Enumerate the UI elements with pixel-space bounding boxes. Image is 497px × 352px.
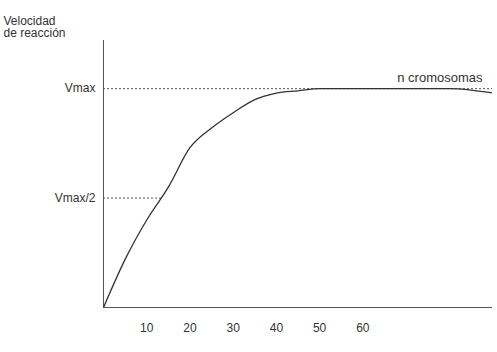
svg-text:Velocidadde reacción: Velocidadde reacción <box>4 14 66 40</box>
svg-text:20: 20 <box>183 321 197 335</box>
svg-text:10: 10 <box>140 321 154 335</box>
svg-text:60: 60 <box>356 321 370 335</box>
svg-text:50: 50 <box>313 321 327 335</box>
svg-text:n cromosomas: n cromosomas <box>397 70 483 85</box>
svg-text:Vmax/2: Vmax/2 <box>55 191 96 205</box>
svg-text:30: 30 <box>226 321 240 335</box>
svg-text:40: 40 <box>270 321 284 335</box>
svg-text:Vmax: Vmax <box>65 81 96 95</box>
